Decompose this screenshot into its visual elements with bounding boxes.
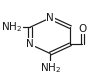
Text: NH$_2$: NH$_2$ [1,20,22,34]
Text: NH$_2$: NH$_2$ [40,62,61,75]
Text: O: O [78,24,86,34]
Text: N: N [46,13,54,23]
Text: N: N [26,39,34,49]
